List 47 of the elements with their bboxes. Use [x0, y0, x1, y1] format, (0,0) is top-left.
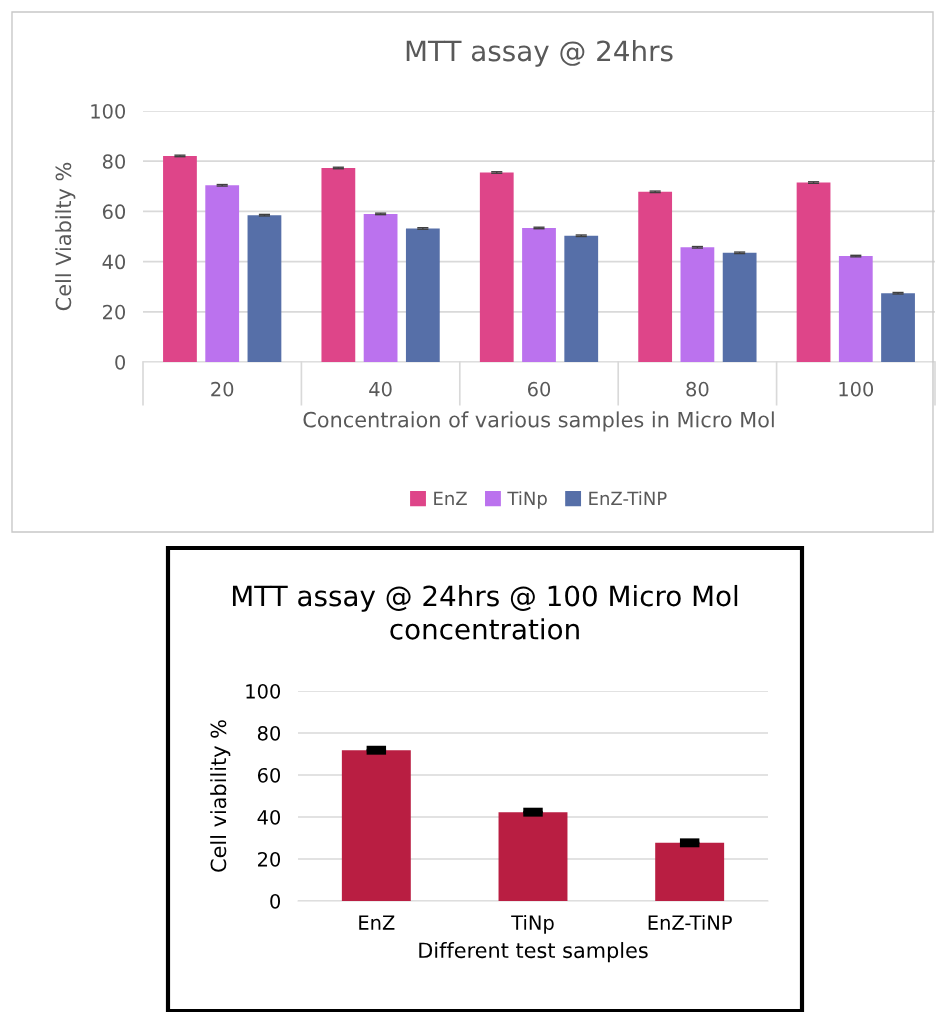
- y-tick-label: 0: [270, 893, 281, 909]
- y-tick-label: 100: [91, 103, 126, 119]
- bar: [722, 252, 757, 362]
- bar: [564, 235, 599, 362]
- bar: [363, 213, 398, 362]
- x-tick-label: 100: [839, 381, 874, 397]
- legend-label: TiNp: [507, 491, 547, 509]
- y-tick-label: 20: [103, 304, 126, 320]
- bar: [498, 812, 568, 901]
- y-axis-title: Cell Viabilty %: [55, 162, 76, 311]
- bar: [405, 228, 440, 362]
- y-tick-label: 0: [115, 354, 126, 370]
- x-tick-label: 40: [369, 381, 392, 397]
- bar: [655, 842, 725, 901]
- chart-title: MTT assay @ 24hrs: [406, 39, 673, 67]
- y-tick-label: 100: [246, 683, 281, 699]
- y-tick-label: 60: [257, 767, 281, 783]
- bar: [522, 227, 556, 362]
- x-tick-label: TiNp: [511, 914, 554, 934]
- chart-title: MTT assay @ 24hrs @ 100 Micro Mol concentration: [232, 584, 738, 640]
- y-tick-label: 60: [102, 204, 126, 220]
- x-axis-title: Concentraion of various samples in Micro Mol: [303, 411, 774, 432]
- x-tick-label: EnZ: [359, 915, 395, 930]
- y-tick-label: 40: [257, 809, 281, 825]
- bar: [881, 293, 915, 362]
- y-tick-label: 20: [258, 851, 281, 867]
- x-tick-label: 60: [527, 381, 551, 397]
- legend-label: EnZ-TiNP: [589, 491, 667, 505]
- legend-label: EnZ: [434, 491, 467, 505]
- bar: [341, 750, 411, 901]
- y-tick-label: 40: [102, 254, 126, 270]
- x-tick-label: 80: [686, 381, 709, 397]
- y-axis-title: Cell viability %: [210, 720, 231, 872]
- bar: [163, 155, 197, 362]
- bar: [205, 185, 240, 362]
- bar: [638, 191, 673, 362]
- bar: [479, 172, 514, 362]
- x-tick-label: 20: [211, 381, 234, 397]
- y-tick-label: 80: [257, 725, 281, 741]
- bar: [796, 182, 831, 362]
- bar: [680, 247, 715, 362]
- x-tick-label: EnZ-TiNP: [648, 914, 732, 930]
- bar: [838, 256, 873, 362]
- y-tick-label: 80: [102, 154, 126, 169]
- bar: [321, 167, 356, 362]
- bar: [247, 215, 282, 362]
- x-axis-title: Different test samples: [419, 942, 648, 963]
